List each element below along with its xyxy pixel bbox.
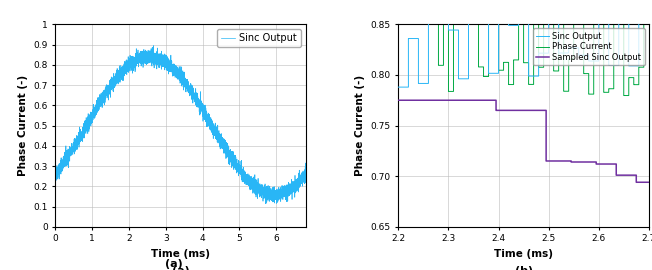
Phase Current <box>440 0 448 2</box>
Sinc Output <box>201 114 209 117</box>
Sampled Sinc Output <box>600 163 608 166</box>
Sinc Output <box>302 176 310 179</box>
Text: (a): (a) <box>165 259 183 269</box>
Sinc Output <box>394 86 402 89</box>
Line: Sinc Output: Sinc Output <box>55 46 306 204</box>
Phase Current <box>620 94 628 97</box>
X-axis label: Time (ms): Time (ms) <box>494 249 553 259</box>
Legend: Sinc Output, Phase Current, Sampled Sinc Output: Sinc Output, Phase Current, Sampled Sinc… <box>533 28 645 65</box>
Line: Sinc Output: Sinc Output <box>398 0 649 87</box>
Sinc Output <box>258 192 265 195</box>
Sinc Output <box>582 53 589 57</box>
Y-axis label: Phase Current (-): Phase Current (-) <box>18 75 28 176</box>
Sinc Output <box>490 72 498 75</box>
Sinc Output <box>239 174 246 178</box>
Y-axis label: Phase Current (-): Phase Current (-) <box>355 75 365 176</box>
Phase Current <box>490 0 498 2</box>
Sinc Output <box>557 51 565 55</box>
Sampled Sinc Output <box>632 181 640 184</box>
Sinc Output <box>615 0 623 1</box>
Sampled Sinc Output <box>440 99 448 102</box>
Legend: Sinc Output: Sinc Output <box>217 29 301 47</box>
Sampled Sinc Output <box>645 181 652 184</box>
Phase Current <box>544 6 552 9</box>
Sinc Output <box>149 44 157 47</box>
Sinc Output <box>600 12 608 16</box>
X-axis label: Time (ms): Time (ms) <box>151 249 210 259</box>
Line: Sampled Sinc Output: Sampled Sinc Output <box>398 100 649 182</box>
Sampled Sinc Output <box>544 159 552 163</box>
Line: Phase Current: Phase Current <box>398 0 649 96</box>
Phase Current <box>600 91 608 94</box>
Sinc Output <box>440 8 448 12</box>
Sampled Sinc Output <box>394 99 402 102</box>
Sampled Sinc Output <box>490 99 498 102</box>
Sinc Output <box>544 52 552 55</box>
Phase Current <box>582 72 589 75</box>
Sinc Output <box>97 97 105 101</box>
Sinc Output <box>215 133 222 136</box>
Sinc Output <box>147 49 155 52</box>
Sinc Output <box>645 4 652 7</box>
Phase Current <box>394 3 402 6</box>
Sampled Sinc Output <box>582 160 589 164</box>
Sinc Output <box>52 171 59 174</box>
Sampled Sinc Output <box>557 159 565 163</box>
Text: (b): (b) <box>514 266 533 270</box>
Sinc Output <box>261 202 269 205</box>
Text: (a): (a) <box>171 266 190 270</box>
